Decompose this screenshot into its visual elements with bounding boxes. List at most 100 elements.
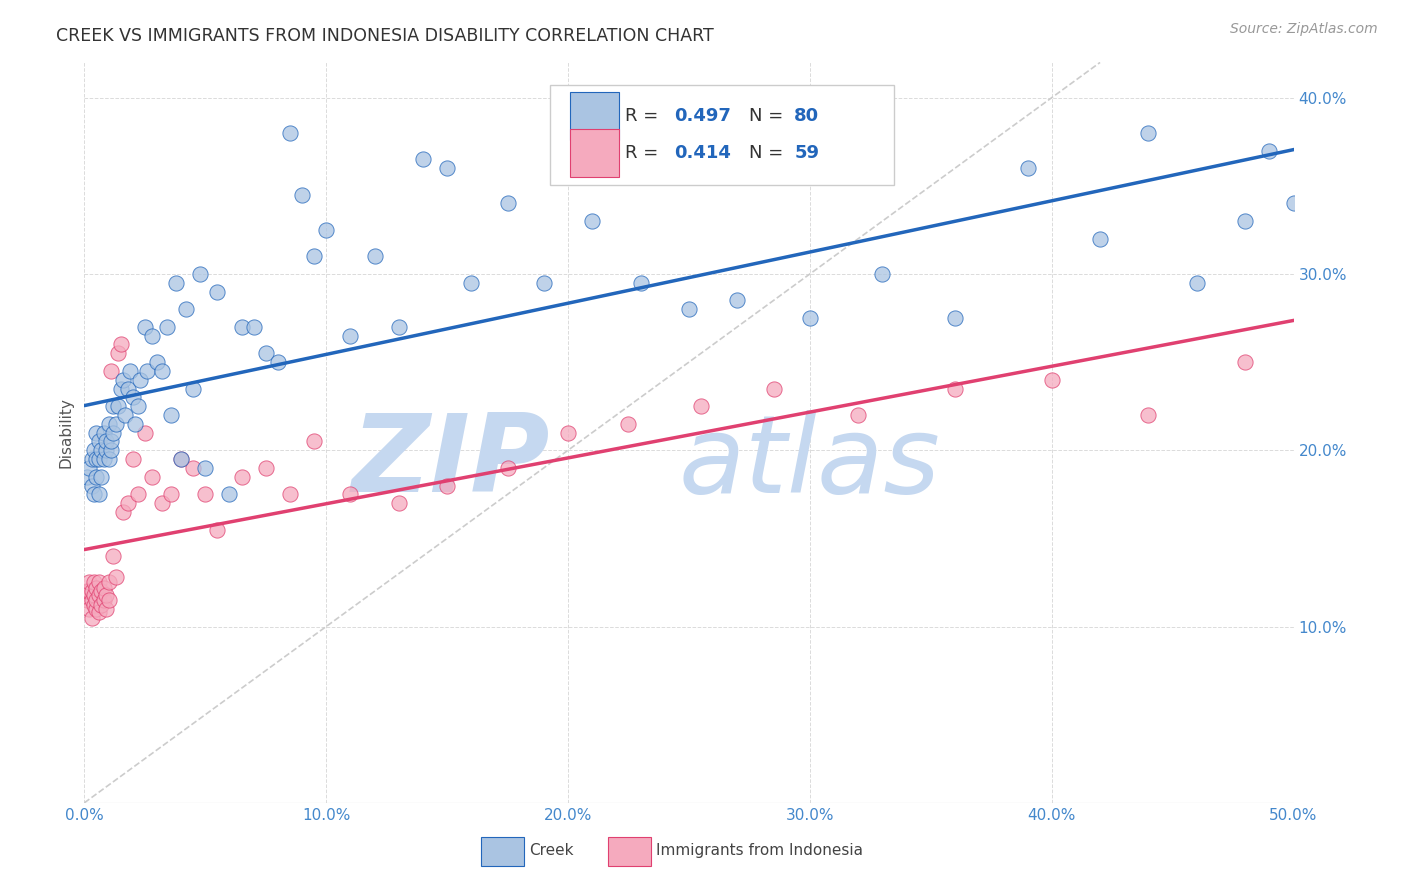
Point (77, 461, 100, 475)
Point (872, 267, 894, 281)
Point (150, 364, 173, 378)
Point (80, 593, 103, 607)
Point (90, 599, 112, 613)
Point (302, 249, 325, 263)
Text: Creek: Creek (529, 844, 574, 858)
Point (103, 425, 125, 440)
Text: Immigrants from Indonesia: Immigrants from Indonesia (657, 844, 863, 858)
Point (86, 602, 108, 616)
FancyBboxPatch shape (550, 85, 894, 185)
Point (83, 575, 105, 590)
Point (388, 319, 411, 334)
Point (1137, 126, 1160, 140)
Point (725, 293, 748, 308)
Point (943, 311, 966, 326)
Point (762, 382, 785, 396)
Point (581, 214, 603, 228)
Point (630, 276, 652, 290)
Point (77, 584, 100, 599)
Point (120, 364, 142, 378)
FancyBboxPatch shape (571, 92, 619, 140)
Point (129, 373, 152, 387)
Point (110, 382, 132, 396)
Text: N =: N = (749, 145, 789, 162)
Point (103, 399, 125, 413)
Text: Source: ZipAtlas.com: Source: ZipAtlas.com (1230, 22, 1378, 37)
Text: R =: R = (624, 107, 664, 125)
Point (86, 593, 108, 607)
Point (231, 319, 253, 334)
Point (77, 602, 100, 616)
Point (97, 452, 120, 467)
Point (267, 355, 290, 369)
Point (112, 373, 135, 387)
Point (100, 443, 122, 458)
Point (181, 461, 204, 475)
Point (94, 434, 117, 449)
Point (90, 443, 112, 458)
Point (1017, 161, 1039, 176)
Point (83, 487, 105, 501)
Point (117, 496, 139, 510)
Text: CREEK VS IMMIGRANTS FROM INDONESIA DISABILITY CORRELATION CHART: CREEK VS IMMIGRANTS FROM INDONESIA DISAB… (56, 27, 714, 45)
Point (94, 602, 117, 616)
Point (533, 276, 555, 290)
Point (388, 496, 411, 510)
Point (76, 584, 98, 599)
Point (141, 328, 163, 343)
Point (339, 487, 361, 501)
Point (1234, 355, 1257, 369)
Point (315, 223, 337, 237)
Point (1282, 196, 1305, 211)
Point (87, 588, 110, 602)
Point (690, 399, 713, 413)
Point (80, 452, 103, 467)
Point (110, 337, 132, 351)
Point (242, 319, 264, 334)
Point (124, 417, 146, 431)
Point (1088, 232, 1111, 246)
Point (190, 267, 212, 281)
Point (87, 434, 110, 449)
Point (87, 606, 110, 620)
Point (104, 570, 127, 584)
Point (100, 434, 122, 449)
Point (86, 581, 108, 595)
Point (799, 311, 821, 326)
Point (194, 461, 217, 475)
Point (112, 505, 135, 519)
Point (80, 610, 103, 624)
Point (1137, 408, 1160, 422)
Point (557, 425, 579, 440)
Point (121, 390, 143, 404)
Point (97, 575, 120, 590)
Text: N =: N = (749, 107, 789, 125)
Point (943, 382, 966, 396)
Point (170, 452, 193, 467)
Text: atlas: atlas (679, 409, 941, 515)
Point (86, 452, 108, 467)
Point (160, 408, 183, 422)
Point (90, 469, 112, 483)
Text: 59: 59 (794, 145, 820, 162)
Point (1234, 214, 1257, 228)
Text: 0.414: 0.414 (675, 145, 731, 162)
Point (94, 443, 117, 458)
Point (231, 469, 253, 483)
FancyBboxPatch shape (571, 129, 619, 178)
Point (127, 399, 149, 413)
Point (93, 452, 115, 467)
Point (278, 487, 301, 501)
Point (363, 249, 385, 263)
Text: R =: R = (624, 145, 664, 162)
Point (93, 593, 115, 607)
Point (254, 461, 277, 475)
Point (93, 425, 115, 440)
Point (436, 161, 458, 176)
Point (94, 588, 117, 602)
Point (170, 452, 193, 467)
Point (174, 302, 197, 317)
Point (496, 461, 519, 475)
Point (412, 153, 434, 167)
Text: 80: 80 (794, 107, 820, 125)
